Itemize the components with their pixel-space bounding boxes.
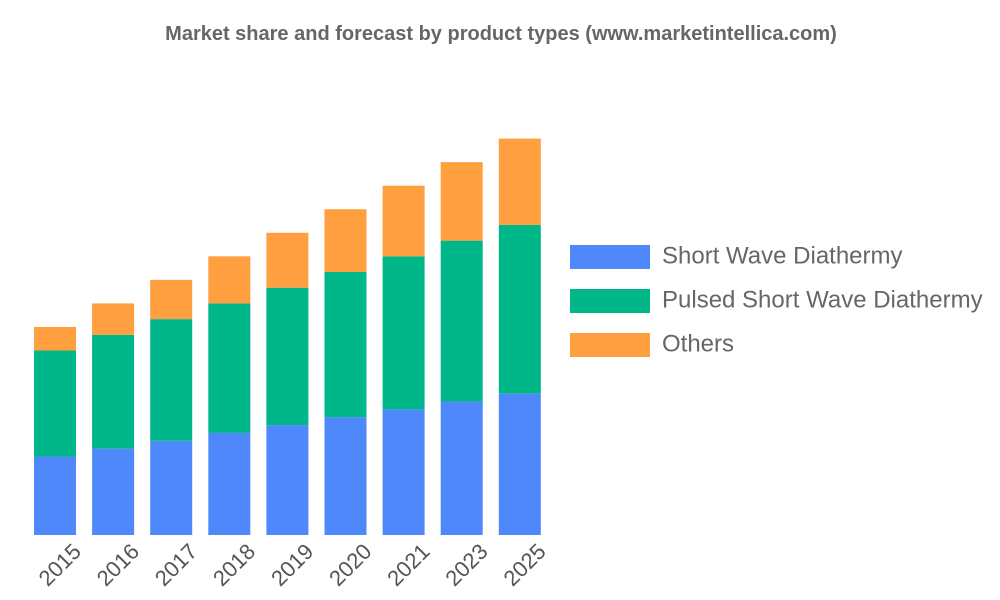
chart-title: Market share and forecast by product typ… — [165, 23, 837, 45]
bar-2018-series-3 — [208, 256, 251, 304]
x-tick-label: 2020 — [324, 539, 376, 591]
bar-2016-series-3 — [92, 303, 135, 335]
bar-2017-series-1 — [150, 440, 193, 535]
bar-2021-series-2 — [382, 256, 425, 410]
bar-2021-series-1 — [382, 409, 425, 535]
x-axis: 2015 2016 2017 2018 2019 2020 2021 2023 2025 — [34, 539, 551, 591]
legend: Short Wave Diathermy Pulsed Short Wave Di… — [570, 242, 983, 357]
x-tick-label: 2015 — [34, 539, 86, 591]
x-tick-label: 2025 — [498, 539, 550, 591]
bar-2021-series-3 — [382, 185, 425, 257]
bar-2023-series-2 — [440, 240, 483, 402]
legend-swatch-1 — [570, 245, 650, 269]
bar-2017-series-2 — [150, 319, 193, 441]
x-tick-label: 2018 — [208, 539, 260, 591]
bar-2019-series-3 — [266, 232, 309, 288]
bar-2015-series-3 — [34, 326, 76, 351]
bar-2016-series-1 — [92, 448, 135, 535]
legend-swatch-2 — [570, 289, 650, 313]
bar-2018-series-1 — [208, 432, 251, 535]
bar-2016-series-2 — [92, 334, 135, 449]
legend-label-3: Others — [662, 330, 734, 357]
bars-layer — [34, 138, 541, 535]
bar-2020-series-1 — [324, 417, 367, 535]
bar-2023-series-1 — [440, 401, 483, 535]
bar-2023-series-3 — [440, 162, 483, 241]
x-tick-label: 2019 — [266, 539, 318, 591]
x-tick-label: 2021 — [382, 539, 434, 591]
bar-2025-series-1 — [498, 393, 541, 535]
bar-2020-series-2 — [324, 272, 367, 418]
legend-label-2: Pulsed Short Wave Diathermy — [662, 286, 983, 313]
x-tick-label: 2023 — [440, 539, 492, 591]
x-tick-label: 2017 — [150, 539, 202, 591]
bar-2018-series-2 — [208, 303, 251, 433]
bar-2015-series-1 — [34, 456, 76, 535]
bar-2025-series-2 — [498, 224, 541, 394]
bar-2019-series-1 — [266, 425, 309, 535]
bar-2019-series-2 — [266, 287, 309, 426]
bar-2020-series-3 — [324, 209, 367, 273]
legend-label-1: Short Wave Diathermy — [662, 242, 903, 269]
legend-swatch-3 — [570, 333, 650, 357]
bar-2015-series-2 — [34, 350, 76, 457]
x-tick-label: 2016 — [92, 539, 144, 591]
bar-2025-series-3 — [498, 138, 541, 225]
bar-2017-series-3 — [150, 279, 193, 320]
